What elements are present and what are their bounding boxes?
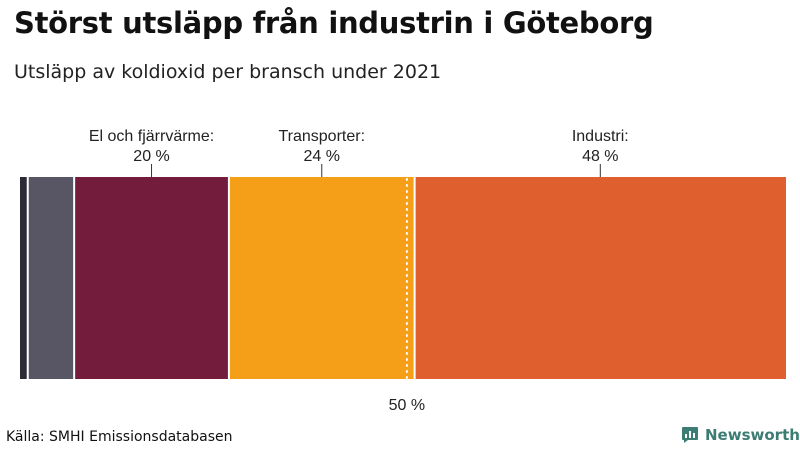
- newsworthy-logo: Newsworthy: [680, 425, 800, 445]
- source-note: Källa: SMHI Emissionsdatabasen: [6, 429, 233, 445]
- bar-segment-3: [228, 177, 415, 379]
- segment-label-2: El och fjärrvärme:: [89, 128, 214, 145]
- bar-segment-2: [74, 177, 229, 379]
- segment-label-3: Transporter:: [278, 128, 365, 145]
- segment-value-label-3: 24 %: [304, 148, 340, 165]
- newsworthy-logo-icon: [682, 427, 698, 443]
- bar-segment-4: [414, 177, 786, 379]
- bar-segment-0: [20, 177, 28, 379]
- segment-value-label-2: 20 %: [133, 148, 169, 165]
- brand-name: Newsworthy: [705, 426, 800, 444]
- reference-line-group: 50 %: [389, 178, 425, 414]
- bar-segment-1: [27, 177, 75, 379]
- bar-segments: [20, 177, 786, 379]
- chart-title: Störst utsläpp från industrin i Göteborg: [14, 6, 654, 40]
- reference-line-label: 50 %: [389, 397, 425, 414]
- chart-subtitle: Utsläpp av koldioxid per bransch under 2…: [14, 61, 442, 83]
- segment-label-4: Industri:: [572, 128, 629, 145]
- segment-labels: El och fjärrvärme: 20 % Transporter: 24 % In…: [89, 128, 629, 177]
- segment-value-label-4: 48 %: [582, 148, 618, 165]
